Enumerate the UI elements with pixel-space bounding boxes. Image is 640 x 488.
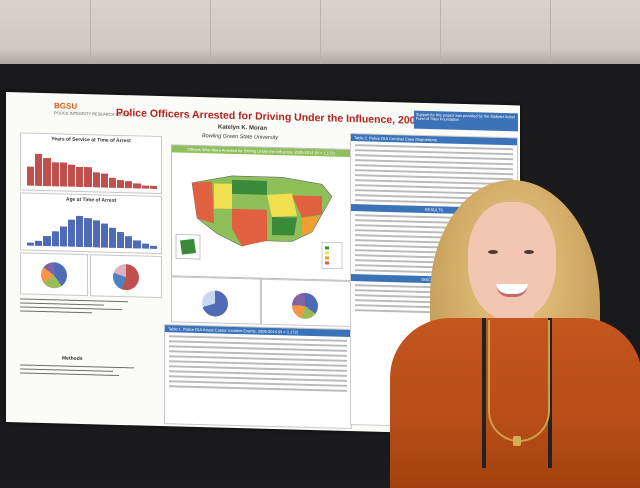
pie-box xyxy=(90,254,162,299)
table2-title: Table 2. Police DUI Criminal Case Dispos… xyxy=(351,134,517,146)
methods-header: Methods xyxy=(62,355,83,363)
wall-panel xyxy=(440,0,551,70)
research-poster: BGSU POLICE INTEGRITY RESEARCH GROUP Pol… xyxy=(6,92,520,436)
chart-bar xyxy=(51,162,59,187)
chart-bar xyxy=(133,183,141,189)
chart-bar xyxy=(59,226,67,247)
smile xyxy=(496,284,528,297)
wall-panel xyxy=(210,0,321,70)
chart-bar xyxy=(76,216,84,248)
incident-table: Table 1. Police DUI Arrest Cases: Incide… xyxy=(164,324,352,430)
lanyard xyxy=(548,318,552,468)
purpose-paragraph: ▬▬▬▬▬▬▬▬▬▬▬▬▬▬▬▬▬▬▬▬▬▬▬▬▬▬▬▬▬▬▬▬▬▬▬▬ ▬▬▬… xyxy=(20,296,128,315)
pie-chart xyxy=(41,261,67,289)
chart-bar xyxy=(125,235,133,249)
chart-bar xyxy=(67,220,76,247)
us-choropleth-map xyxy=(175,175,343,270)
chart-bar xyxy=(100,173,108,188)
necklace-pendant xyxy=(513,436,521,446)
chart-bar xyxy=(84,167,92,188)
chart-bar xyxy=(141,243,149,249)
pie-chart xyxy=(292,292,318,320)
pie-box xyxy=(20,252,88,297)
chart-bar xyxy=(35,241,43,246)
chart-bar xyxy=(43,235,51,247)
poster-title: Police Officers Arrested for Driving Und… xyxy=(116,106,449,128)
pie-box xyxy=(261,278,351,328)
pie-chart xyxy=(202,290,228,317)
chart-bar xyxy=(59,161,67,187)
age-chart-title: Age at Time of Arrest xyxy=(65,196,117,204)
left-eye xyxy=(488,250,498,254)
chart-bar xyxy=(117,231,125,249)
chart-bar xyxy=(125,181,133,189)
us-map-panel: Officers Who Were Arrested for Driving U… xyxy=(171,144,351,282)
chart-bar xyxy=(67,164,76,187)
years-of-service-chart: Years of Service at Time of Arrest xyxy=(20,132,162,195)
chart-bar xyxy=(108,177,117,188)
poster-university: Bowling Green State University xyxy=(202,133,279,142)
age-at-arrest-chart: Age at Time of Arrest xyxy=(20,192,162,255)
chart-bar xyxy=(100,223,108,248)
wall-panel xyxy=(320,0,441,70)
poster-author: Katelyn K. Moran xyxy=(218,124,268,132)
chart-bar xyxy=(76,166,84,188)
chart-bar xyxy=(43,158,51,187)
chart-bar xyxy=(35,153,43,186)
chart-bar xyxy=(51,230,59,247)
methods-paragraph: ▬▬▬▬▬▬▬▬▬▬▬▬▬▬▬▬▬▬▬▬▬▬▬▬▬▬▬▬▬▬▬▬▬▬▬▬▬▬ ▬… xyxy=(20,362,134,377)
pie-box xyxy=(171,276,261,325)
person-face xyxy=(468,202,556,320)
chart-bar xyxy=(27,166,35,186)
chart-bar xyxy=(92,220,100,248)
chart-bar xyxy=(149,246,157,249)
chart-bar xyxy=(84,218,92,248)
wall-panel xyxy=(0,0,91,70)
years-chart-title: Years of Service at Time of Arrest xyxy=(51,136,131,145)
chart-bar xyxy=(133,240,141,249)
chart-bar xyxy=(149,186,157,189)
wall-panel xyxy=(90,0,211,70)
support-note: Support for this project was provided by… xyxy=(414,110,518,132)
chart-bar xyxy=(92,171,100,188)
chart-bar xyxy=(108,227,117,248)
chart-bar xyxy=(117,179,125,189)
age-bars xyxy=(27,212,157,249)
chart-bar xyxy=(27,242,35,246)
chart-bar xyxy=(141,185,149,189)
necklace xyxy=(488,320,550,442)
years-bars xyxy=(27,152,157,189)
lanyard xyxy=(482,318,486,468)
right-eye xyxy=(524,250,534,254)
pie-chart xyxy=(113,263,139,291)
